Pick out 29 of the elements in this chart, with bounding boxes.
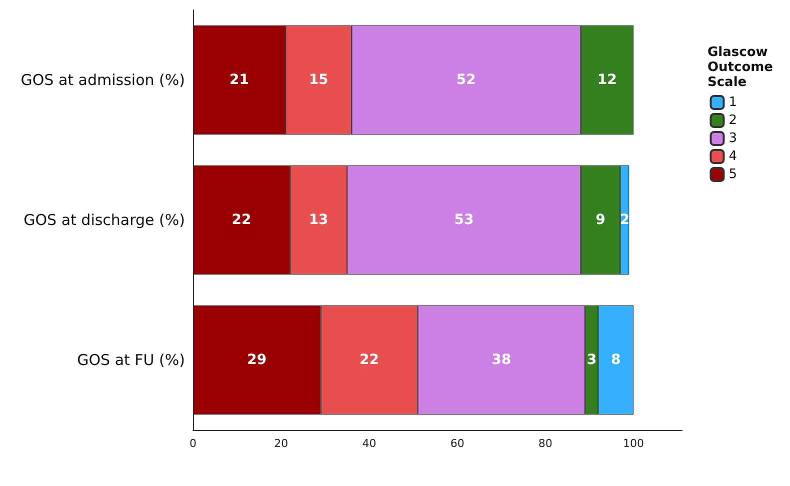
data-label: 15 — [308, 72, 328, 88]
data-label: 22 — [232, 212, 252, 228]
data-label: 21 — [230, 72, 249, 88]
data-label: 38 — [492, 352, 512, 368]
x-tick-label: 40 — [362, 437, 376, 450]
x-tick-label: 0 — [190, 437, 196, 450]
legend-label: 1 — [728, 95, 738, 110]
data-label: 2 — [620, 212, 630, 228]
data-label: 13 — [308, 212, 328, 228]
x-tick-label: 20 — [274, 437, 288, 450]
data-label: 8 — [611, 352, 621, 368]
x-tick-label: 80 — [538, 437, 552, 450]
legend-label: 3 — [728, 131, 738, 146]
data-label: 52 — [456, 72, 476, 88]
y-tick-label: GOS at admission (%) — [20, 71, 185, 89]
data-label: 12 — [597, 72, 617, 88]
legend-label: 5 — [728, 167, 738, 182]
legend-label: 2 — [728, 113, 738, 128]
legend-title: Glascow Outcome Scale — [707, 45, 774, 90]
data-label: 53 — [454, 212, 474, 228]
x-tick-label: 60 — [450, 437, 464, 450]
data-label: 3 — [586, 352, 597, 368]
data-label: 29 — [247, 352, 267, 368]
y-tick-label: GOS at discharge (%) — [24, 211, 185, 229]
x-tick-label: 100 — [623, 437, 644, 450]
y-tick-label: GOS at FU (%) — [77, 351, 185, 369]
data-label: 22 — [359, 352, 379, 368]
data-label: 9 — [596, 212, 606, 228]
legend-label: 4 — [728, 149, 738, 164]
